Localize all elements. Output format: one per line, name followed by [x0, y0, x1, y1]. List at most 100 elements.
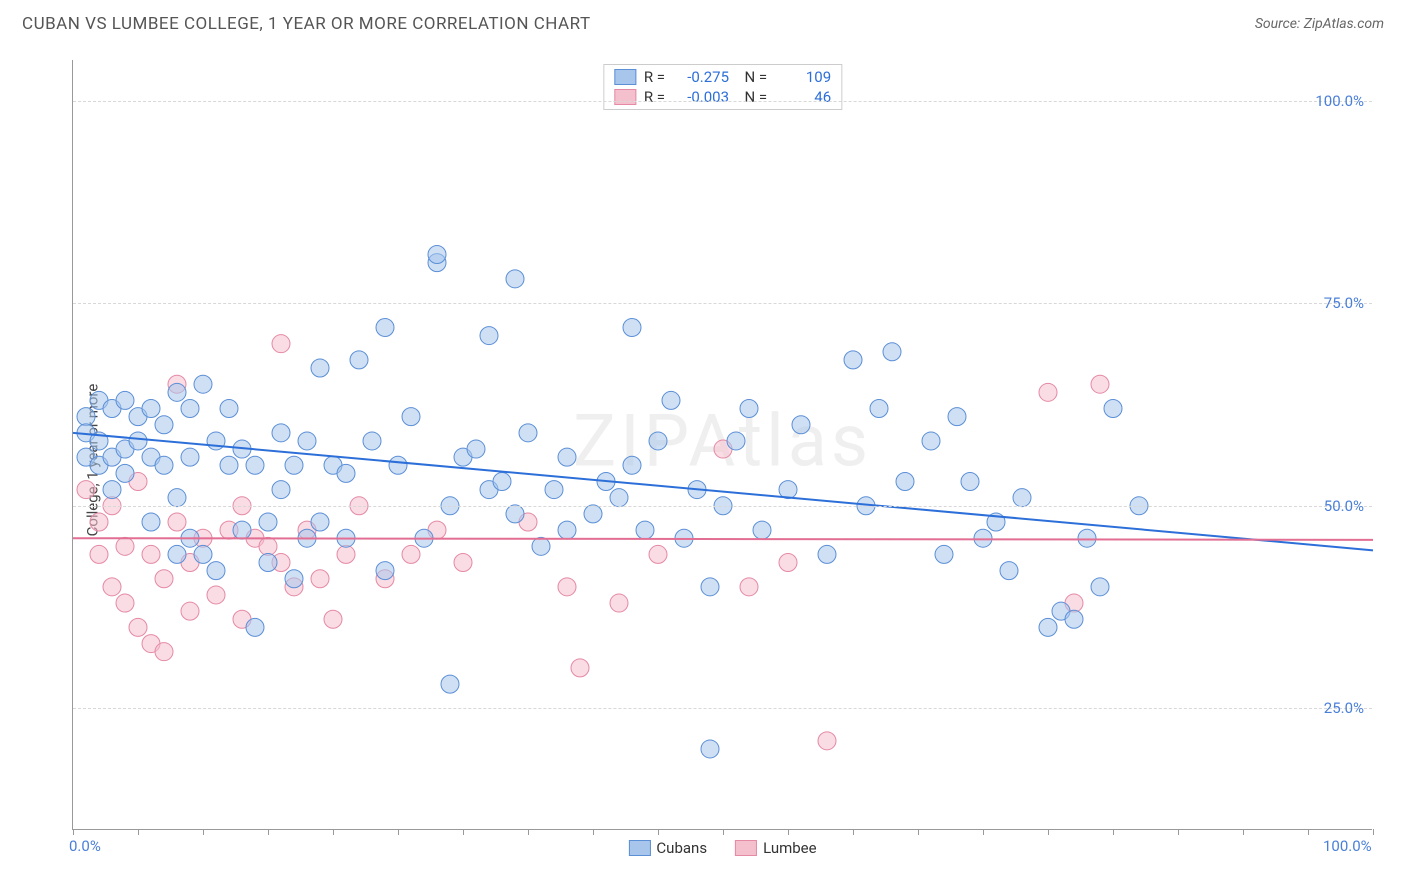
scatter-point [792, 416, 810, 434]
scatter-point [259, 513, 277, 531]
scatter-point [896, 472, 914, 490]
scatter-point [311, 513, 329, 531]
scatter-point [259, 537, 277, 555]
scatter-point [181, 602, 199, 620]
stat-n-label: N = [737, 88, 767, 106]
scatter-point [116, 391, 134, 409]
xtick-mark [398, 829, 399, 835]
scatter-point [259, 554, 277, 572]
scatter-point [168, 513, 186, 531]
scatter-point [129, 618, 147, 636]
scatter-point [181, 400, 199, 418]
scatter-point [285, 456, 303, 474]
scatter-point [948, 408, 966, 426]
scatter-point [584, 505, 602, 523]
scatter-point [818, 545, 836, 563]
scatter-point [649, 432, 667, 450]
scatter-point [610, 594, 628, 612]
scatter-point [168, 383, 186, 401]
scatter-point [1078, 529, 1096, 547]
chart-container: College, 1 year or more ZIPAtlas R =-0.2… [22, 50, 1384, 870]
scatter-point [558, 578, 576, 596]
xtick-mark [853, 829, 854, 835]
scatter-point [532, 537, 550, 555]
scatter-point [246, 456, 264, 474]
xtick-mark [1113, 829, 1114, 835]
series-swatch [614, 89, 636, 105]
legend-label: Cubans [656, 839, 707, 857]
series-swatch [614, 69, 636, 85]
scatter-point [1091, 375, 1109, 393]
scatter-point [454, 554, 472, 572]
scatter-point [649, 545, 667, 563]
scatter-point [779, 554, 797, 572]
xtick-mark [1373, 829, 1374, 835]
xtick-mark [268, 829, 269, 835]
scatter-point [961, 472, 979, 490]
scatter-point [116, 464, 134, 482]
scatter-point [844, 351, 862, 369]
gridline-h [73, 708, 1372, 709]
gridline-h [73, 506, 1372, 507]
plot-area: ZIPAtlas R =-0.275 N =109R =-0.003 N =46… [72, 60, 1372, 830]
xtick-mark [723, 829, 724, 835]
xtick-mark [788, 829, 789, 835]
scatter-point [662, 391, 680, 409]
scatter-point [142, 513, 160, 531]
scatter-point [311, 359, 329, 377]
scatter-point [272, 335, 290, 353]
xtick-mark [658, 829, 659, 835]
scatter-point [571, 659, 589, 677]
ytick-label: 25.0% [1324, 699, 1364, 717]
scatter-point [116, 594, 134, 612]
scatter-point [389, 456, 407, 474]
scatter-point [623, 456, 641, 474]
scatter-point [324, 610, 342, 628]
ytick-label: 50.0% [1324, 497, 1364, 515]
scatter-point [142, 545, 160, 563]
scatter-point [129, 432, 147, 450]
scatter-point [220, 400, 238, 418]
ytick-label: 100.0% [1315, 92, 1364, 110]
scatter-point [311, 570, 329, 588]
scatter-point [1104, 400, 1122, 418]
scatter-point [701, 740, 719, 758]
scatter-point [181, 448, 199, 466]
scatter-point [402, 408, 420, 426]
scatter-point [194, 545, 212, 563]
scatter-point [90, 513, 108, 531]
scatter-point [207, 562, 225, 580]
scatter-point [168, 489, 186, 507]
scatter-point [337, 464, 355, 482]
stat-r-label: R = [644, 88, 665, 106]
source-attribution: Source: ZipAtlas.com [1255, 16, 1384, 32]
legend-swatch [628, 840, 650, 856]
xtick-label: 100.0% [1323, 837, 1372, 855]
scatter-point [337, 545, 355, 563]
scatter-point [246, 618, 264, 636]
scatter-point [519, 424, 537, 442]
scatter-point [77, 481, 95, 499]
scatter-point [740, 400, 758, 418]
legend-item: Cubans [628, 839, 707, 857]
scatter-point [142, 400, 160, 418]
xtick-mark [1178, 829, 1179, 835]
xtick-mark [1308, 829, 1309, 835]
scatter-point [90, 545, 108, 563]
scatter-point [155, 570, 173, 588]
scatter-point [558, 521, 576, 539]
chart-title: CUBAN VS LUMBEE COLLEGE, 1 YEAR OR MORE … [22, 14, 591, 34]
scatter-point [116, 537, 134, 555]
stats-row: R =-0.003 N =46 [604, 87, 841, 107]
legend-swatch [735, 840, 757, 856]
scatter-point [623, 318, 641, 336]
gridline-h [73, 303, 1372, 304]
scatter-point [935, 545, 953, 563]
scatter-point [727, 432, 745, 450]
xtick-mark [333, 829, 334, 835]
scatter-point [298, 432, 316, 450]
stat-n-value: 46 [775, 88, 831, 106]
stat-n-value: 109 [775, 68, 831, 86]
scatter-point [1091, 578, 1109, 596]
scatter-point [285, 570, 303, 588]
